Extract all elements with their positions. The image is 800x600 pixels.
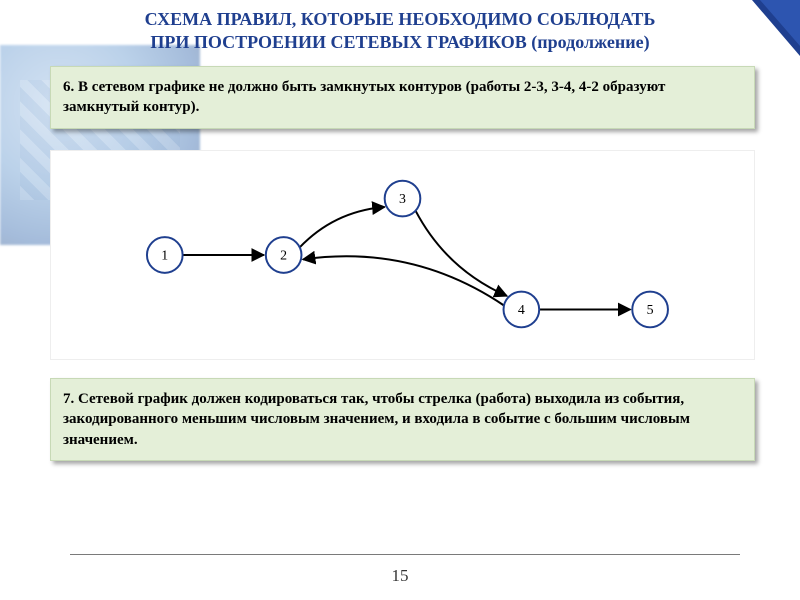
edge-3-4 xyxy=(416,211,507,296)
footer-divider xyxy=(70,554,740,555)
network-svg: 1 2 3 4 5 xyxy=(51,151,754,359)
node-4: 4 xyxy=(504,292,540,328)
node-5: 5 xyxy=(632,292,668,328)
page-title: СХЕМА ПРАВИЛ, КОТОРЫЕ НЕОБХОДИМО СОБЛЮДА… xyxy=(40,8,760,53)
svg-text:5: 5 xyxy=(647,302,654,317)
svg-text:4: 4 xyxy=(518,302,525,317)
node-2: 2 xyxy=(266,237,302,273)
title-line-2: ПРИ ПОСТРОЕНИИ СЕТЕВЫХ ГРАФИКОВ (продолж… xyxy=(150,32,649,52)
node-1: 1 xyxy=(147,237,183,273)
svg-text:1: 1 xyxy=(161,248,168,263)
edge-2-3 xyxy=(300,207,385,247)
network-diagram: 1 2 3 4 5 xyxy=(50,150,755,360)
page-number: 15 xyxy=(0,566,800,586)
svg-text:3: 3 xyxy=(399,191,406,206)
node-3: 3 xyxy=(385,181,421,217)
title-line-1: СХЕМА ПРАВИЛ, КОТОРЫЕ НЕОБХОДИМО СОБЛЮДА… xyxy=(145,9,656,29)
svg-text:2: 2 xyxy=(280,248,287,263)
rule-6-box: 6. В сетевом графике не должно быть замк… xyxy=(50,66,755,129)
edge-4-2 xyxy=(303,256,504,305)
rule-7-box: 7. Сетевой график должен кодироваться та… xyxy=(50,378,755,461)
